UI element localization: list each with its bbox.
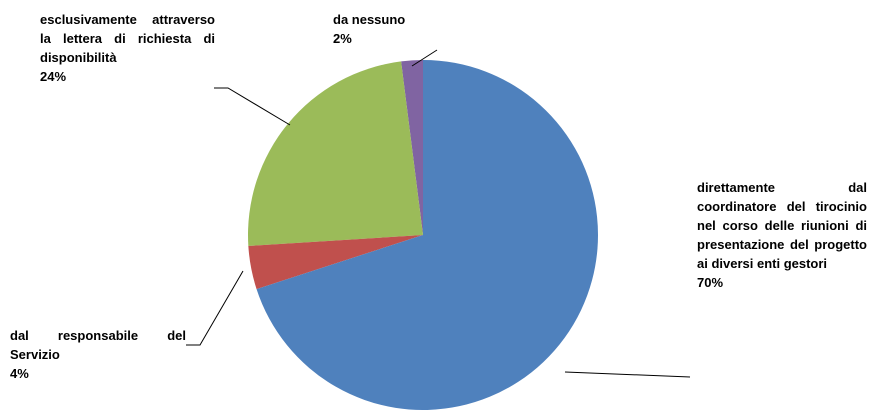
percent-label: 70% bbox=[697, 275, 724, 290]
category-label: direttamente dal coordinatore del tiroci… bbox=[697, 180, 867, 271]
category-label: esclusivamente attraverso la lettera di … bbox=[40, 12, 215, 65]
slice-label: direttamente dal coordinatore del tiroci… bbox=[697, 178, 867, 292]
percent-label: 24% bbox=[40, 69, 67, 84]
category-label: da nessuno bbox=[333, 12, 406, 27]
pie-slice bbox=[256, 60, 598, 410]
slice-label: da nessuno 2% bbox=[333, 10, 453, 48]
pie-slice bbox=[401, 60, 423, 235]
leader-line bbox=[411, 49, 438, 67]
leader-line bbox=[186, 270, 244, 346]
leader-line bbox=[564, 371, 691, 378]
percent-label: 4% bbox=[10, 366, 29, 381]
category-label: dal responsabile del Servizio bbox=[10, 328, 186, 362]
pie-slice bbox=[248, 235, 423, 290]
pie-slice bbox=[248, 61, 423, 246]
slice-label: dal responsabile del Servizio 4% bbox=[10, 326, 186, 383]
slice-label: esclusivamente attraverso la lettera di … bbox=[40, 10, 215, 86]
leader-line bbox=[214, 87, 291, 126]
percent-label: 2% bbox=[333, 31, 352, 46]
